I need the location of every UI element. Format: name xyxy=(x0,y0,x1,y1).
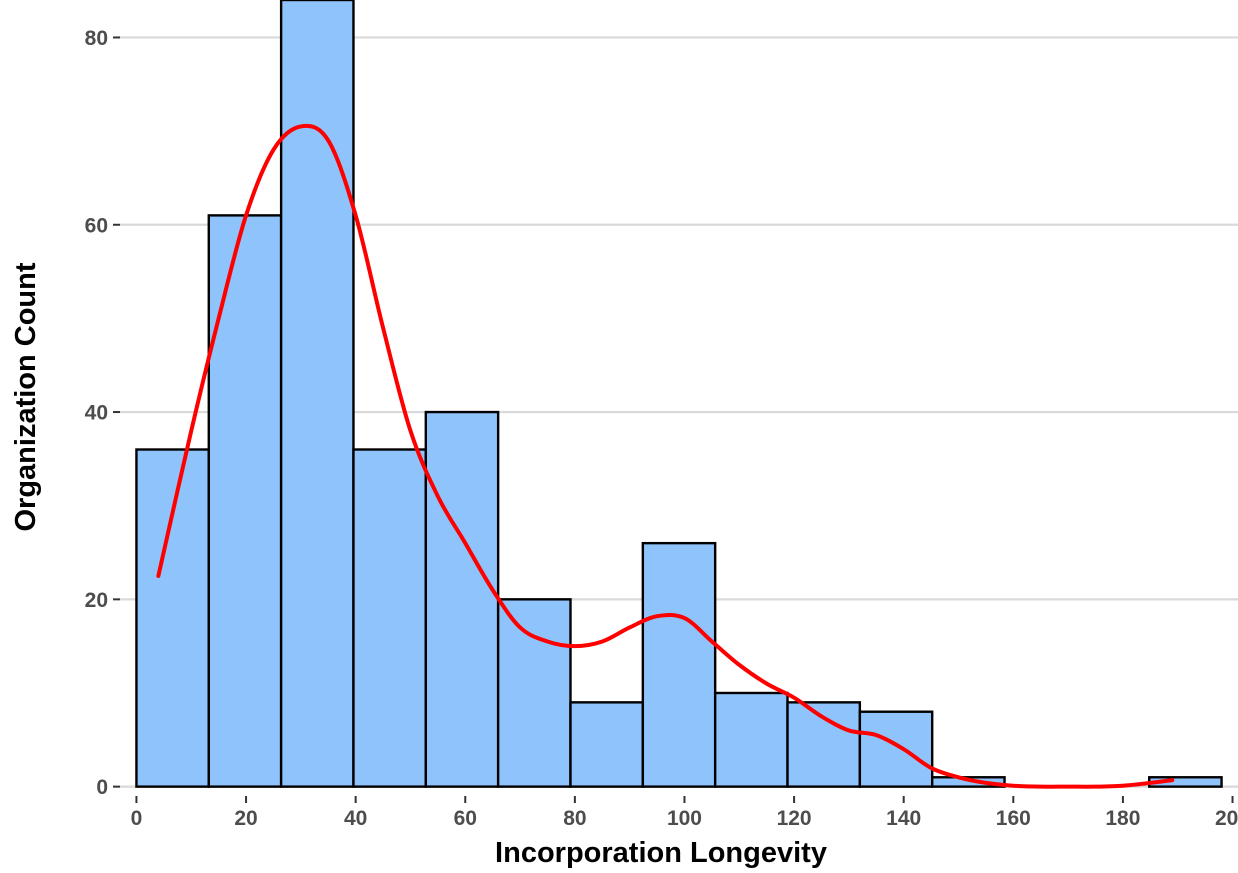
y-tick-label-60: 60 xyxy=(85,214,108,237)
histogram-bar-2 xyxy=(279,0,355,788)
x-tick-label-80: 80 xyxy=(563,807,586,830)
x-tick-label-120: 120 xyxy=(777,807,812,830)
x-tick-label-60: 60 xyxy=(454,807,477,830)
histogram-bar-5 xyxy=(496,598,572,788)
histogram-bar-1 xyxy=(207,214,283,788)
y-tick-label-80: 80 xyxy=(85,27,108,50)
y-tick-label-40: 40 xyxy=(85,402,108,425)
histogram-bar-7 xyxy=(641,541,717,788)
x-tick-label-200: 200 xyxy=(1215,807,1238,830)
x-tick-label-140: 140 xyxy=(886,807,921,830)
histogram-bar-8 xyxy=(713,691,789,788)
x-axis-ticks: 0 20 40 60 80 100 120 140 160 180 200 xyxy=(131,796,1238,830)
histogram-bar-9 xyxy=(786,701,862,788)
histogram-bar-3 xyxy=(352,448,428,788)
x-tick-label-180: 180 xyxy=(1105,807,1140,830)
histogram-bar-10 xyxy=(858,710,934,788)
histogram-bar-6 xyxy=(569,701,645,788)
x-tick-label-0: 0 xyxy=(131,807,143,830)
y-tick-label-20: 20 xyxy=(85,589,108,612)
histogram-bar-11 xyxy=(930,776,1006,788)
density-curve-layer xyxy=(156,123,1175,789)
x-tick-label-20: 20 xyxy=(234,807,257,830)
x-tick-label-40: 40 xyxy=(344,807,367,830)
x-tick-label-160: 160 xyxy=(996,807,1031,830)
histogram-bars xyxy=(135,0,1223,788)
y-tick-label-0: 0 xyxy=(96,776,108,799)
y-axis-title: Organization Count xyxy=(10,262,42,531)
x-tick-label-100: 100 xyxy=(667,807,702,830)
histogram-bar-4 xyxy=(424,410,500,788)
x-axis-title: Incorporation Longevity xyxy=(495,837,827,869)
histogram-bar-0 xyxy=(135,448,210,788)
density-curve xyxy=(156,123,1175,789)
y-axis-ticks: 0 20 40 60 80 xyxy=(85,27,120,799)
